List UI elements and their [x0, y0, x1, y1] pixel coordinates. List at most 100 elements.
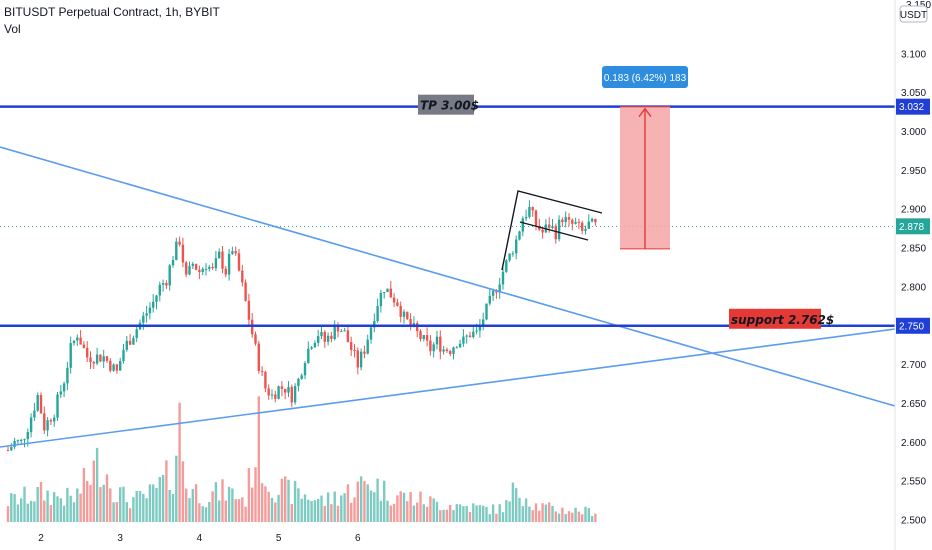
price-tick: 2.900	[901, 205, 926, 216]
candle-body	[33, 410, 36, 418]
volume-bar	[554, 511, 557, 522]
candle-body	[92, 362, 95, 364]
candle-body	[336, 325, 340, 332]
volume-bar	[86, 480, 89, 522]
candle-body	[231, 251, 234, 254]
candle-body	[109, 360, 112, 371]
volume-bar	[99, 487, 102, 522]
candle-body	[521, 218, 524, 232]
volume-bar	[422, 504, 425, 522]
volume-bar	[76, 488, 79, 522]
volume-bar	[485, 506, 488, 522]
candle-body	[260, 370, 264, 372]
candle-body	[247, 300, 251, 320]
measure-tooltip	[602, 66, 688, 88]
candle-body	[161, 283, 165, 285]
volume-bar	[419, 491, 422, 522]
candle-body	[594, 218, 597, 223]
candle-body	[379, 292, 383, 307]
volume-bar	[531, 510, 534, 522]
candle-body	[505, 260, 508, 272]
candle-body	[323, 331, 326, 342]
candle-body	[119, 361, 122, 371]
volume-bar	[594, 513, 597, 522]
candle-body	[165, 283, 168, 286]
volume-bar	[29, 500, 33, 522]
volume-bar	[310, 501, 313, 522]
volume-bar	[231, 488, 234, 522]
candle-body	[284, 388, 287, 393]
candle-body	[320, 331, 323, 337]
candle-body	[198, 269, 201, 272]
candle-body	[290, 386, 293, 403]
price-axis: 3.150USDT3.1003.0503.0002.9502.9002.8502…	[894, 0, 931, 550]
volume-bar	[125, 502, 128, 522]
volume-bar	[274, 502, 277, 522]
candle-body	[508, 253, 511, 261]
volume-bar	[557, 513, 561, 522]
candle-body	[287, 386, 290, 393]
candle-body	[59, 391, 62, 395]
volume-bar	[13, 494, 16, 522]
candle-body	[389, 288, 392, 298]
candle-body	[326, 335, 330, 342]
volume-bar	[43, 500, 46, 522]
descending-trendline	[0, 146, 896, 407]
volume-bar	[541, 503, 544, 522]
volume-bar	[92, 460, 95, 522]
volume-bar	[62, 505, 66, 522]
volume-bar	[501, 512, 505, 522]
candle-body	[72, 340, 76, 344]
candle-body	[557, 219, 561, 240]
candle-body	[528, 207, 531, 217]
volume-bar	[564, 514, 567, 522]
candle-body	[468, 335, 472, 338]
volume-bar	[188, 498, 191, 522]
volume-bar	[241, 497, 244, 522]
candle-body	[105, 356, 109, 361]
candle-body	[53, 417, 56, 422]
volume-bar	[69, 495, 72, 522]
candle-body	[297, 378, 300, 387]
volume-bar	[359, 476, 363, 522]
candle-body	[6, 450, 10, 452]
candle-body	[128, 340, 132, 345]
volume-bar	[293, 480, 297, 522]
volume-bar	[330, 504, 333, 522]
price-tick: 2.700	[901, 360, 926, 371]
time-axis: 293031Nov23456	[38, 533, 361, 544]
volume-bar	[39, 481, 43, 522]
volume-bar	[49, 505, 53, 522]
candle-body	[567, 217, 571, 220]
candle-body	[574, 221, 577, 224]
volume-bar	[571, 512, 574, 522]
volume-bar	[333, 491, 336, 522]
candle-body	[366, 339, 369, 354]
flag-pole	[501, 190, 603, 271]
candle-body	[99, 354, 102, 362]
tp-price-box-text: 3.032	[899, 102, 924, 113]
volume-bar	[340, 495, 343, 522]
volume-bar	[313, 500, 317, 522]
candle-body	[416, 323, 419, 332]
candle-body	[270, 394, 274, 396]
candle-body	[43, 413, 46, 431]
candle-body	[224, 268, 227, 275]
volume-bar	[79, 493, 82, 522]
price-tick: 2.550	[901, 477, 926, 488]
candle-body	[577, 221, 581, 223]
volume-bar	[439, 510, 442, 522]
candle-body	[488, 295, 491, 304]
candle-body	[359, 351, 363, 368]
volume-bar	[567, 511, 571, 522]
candle-body	[386, 288, 389, 293]
volume-bar	[317, 498, 320, 522]
candle-body	[373, 321, 376, 328]
currency-badge	[899, 5, 928, 23]
candle-body	[227, 253, 231, 275]
candle-body	[145, 313, 148, 316]
candle-body	[495, 290, 498, 293]
candle-body	[76, 337, 79, 341]
volume-bar	[320, 495, 323, 522]
